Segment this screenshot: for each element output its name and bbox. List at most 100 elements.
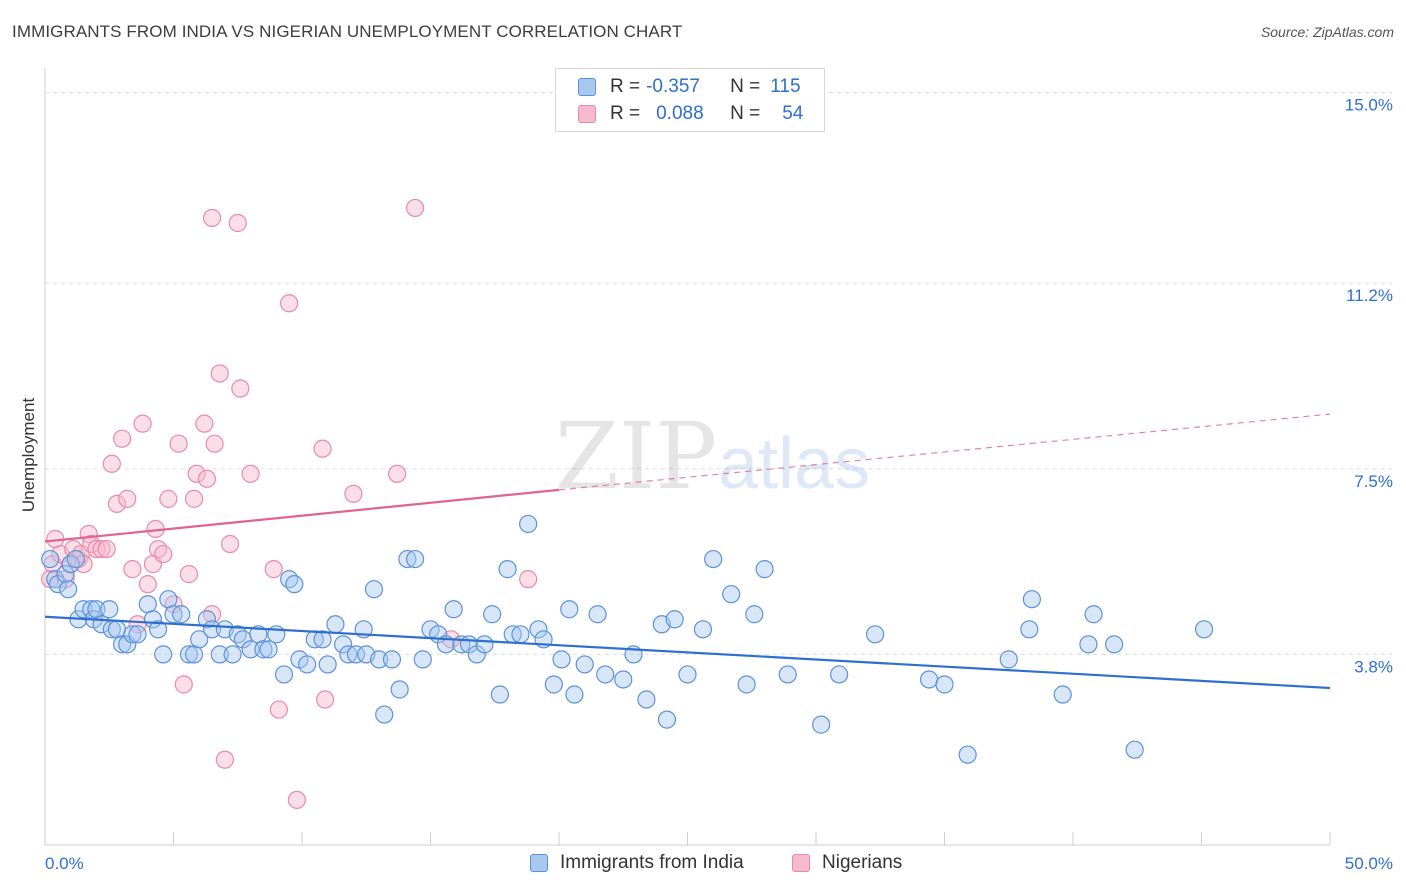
nigerians-point xyxy=(159,489,178,508)
nigerians-point xyxy=(264,560,283,579)
india-point xyxy=(184,645,204,664)
india-point xyxy=(61,554,80,574)
india-point xyxy=(41,549,60,569)
india-point xyxy=(66,549,85,569)
nigerians-point xyxy=(519,570,538,589)
india-point xyxy=(398,549,417,569)
india-point xyxy=(1053,685,1072,704)
nigerians-point xyxy=(164,595,183,614)
y-axis-label: Unemployment xyxy=(19,398,38,513)
india-point xyxy=(190,630,209,649)
india-point xyxy=(467,645,486,664)
nigerians-point xyxy=(269,700,288,719)
nigerians-point xyxy=(228,213,247,233)
india-point xyxy=(935,675,954,694)
india-point xyxy=(1020,620,1039,639)
india-point xyxy=(919,670,939,689)
nigerians-point xyxy=(174,675,193,694)
india-point xyxy=(346,645,366,664)
india-legend-label: Immigrants from India xyxy=(560,852,744,873)
india-point xyxy=(737,675,756,694)
india-point xyxy=(280,570,299,589)
india-point xyxy=(588,605,607,624)
nigerians-point xyxy=(43,554,62,574)
legend-row-india: R = -0.357 N = 115 xyxy=(578,75,801,99)
india-point xyxy=(390,680,409,699)
nigerians-point xyxy=(97,539,116,559)
india-point xyxy=(560,600,579,619)
india-point xyxy=(285,575,304,594)
india-point xyxy=(123,625,142,644)
india-point xyxy=(364,580,384,599)
india-point xyxy=(444,600,463,619)
india-point xyxy=(128,625,147,644)
india-point xyxy=(1022,590,1041,609)
india-point xyxy=(755,560,774,579)
nigerians-point xyxy=(313,439,332,458)
n-value: 54 xyxy=(782,103,804,124)
india-point xyxy=(100,600,119,619)
nigerians-point xyxy=(112,429,132,448)
india-point xyxy=(154,645,173,664)
india-point xyxy=(614,670,633,689)
nigerians-point xyxy=(123,560,142,579)
india-point xyxy=(259,640,278,659)
nigerians-point xyxy=(215,750,234,769)
nigerians-point xyxy=(92,539,111,559)
india-point xyxy=(334,635,353,654)
india-point xyxy=(48,575,67,594)
watermark-atlas: atlas xyxy=(718,424,870,504)
nigerians-legend-label: Nigerians xyxy=(822,852,903,873)
india-point xyxy=(722,585,741,604)
legend-row-nigerians: R = 0.088 N = 54 xyxy=(578,102,803,126)
india-point xyxy=(745,605,764,624)
india-point xyxy=(298,655,317,674)
x-tick-label: 0.0% xyxy=(45,854,84,873)
nigerians-point xyxy=(405,198,425,218)
india-point xyxy=(107,620,127,639)
india-point xyxy=(210,645,229,664)
india-point xyxy=(596,665,615,684)
r-label: R = xyxy=(610,76,641,97)
india-point xyxy=(812,715,831,734)
nigerians-point xyxy=(118,489,137,508)
india-point xyxy=(164,605,183,624)
trend-lines xyxy=(44,413,1331,690)
nigerians-point xyxy=(210,364,229,383)
nigerians-point xyxy=(195,414,214,433)
india-point xyxy=(405,549,425,569)
nigerians-point xyxy=(148,539,168,559)
y-tick-label: 15.0% xyxy=(1345,96,1393,115)
nigerians-point xyxy=(202,605,222,624)
india-point xyxy=(575,655,594,674)
india-point xyxy=(544,675,563,694)
nigerians-trend-line xyxy=(44,488,560,543)
india-swatch xyxy=(578,78,596,96)
bottom-legend-nigerians: Nigerians xyxy=(792,852,902,874)
india-point xyxy=(1084,605,1103,624)
india-point xyxy=(313,630,332,649)
n-value: 115 xyxy=(770,76,801,97)
india-point xyxy=(59,580,78,599)
india-point xyxy=(375,705,394,724)
correlation-legend: R = -0.357 N = 115 R = 0.088 N = 54 xyxy=(555,68,825,132)
grid-lines xyxy=(45,92,1392,655)
india-point xyxy=(519,514,538,534)
tick-labels: 3.8% 7.5% 11.2% 15.0% 0.0% 50.0% xyxy=(45,96,1393,873)
india-point xyxy=(475,635,494,654)
nigerians-point xyxy=(231,379,250,398)
india-point xyxy=(498,560,517,579)
india-point xyxy=(46,570,65,589)
india-point xyxy=(490,685,509,704)
nigerians-point xyxy=(187,464,206,483)
india-point xyxy=(1125,740,1144,759)
india-point xyxy=(999,650,1018,669)
india-point xyxy=(958,745,977,764)
nigerians-point xyxy=(179,565,199,584)
nigerians-point xyxy=(344,484,363,503)
watermark-zip: ZIP xyxy=(555,403,717,510)
india-point xyxy=(254,640,273,659)
nigerians-point xyxy=(197,469,217,488)
nigerians-swatch xyxy=(792,854,810,872)
india-point xyxy=(274,665,294,684)
